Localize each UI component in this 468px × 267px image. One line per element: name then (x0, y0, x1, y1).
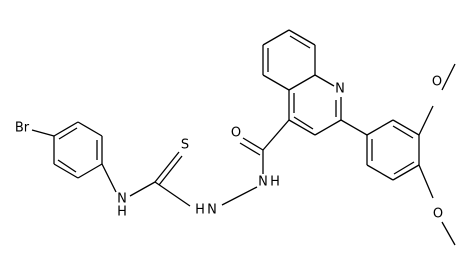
atom-label: Br (15, 121, 30, 136)
atom-label: H (117, 205, 127, 220)
atom-label: N (335, 82, 345, 97)
atom-label: O (231, 126, 241, 141)
atom-label: O (433, 207, 443, 222)
bonds (31, 29, 456, 246)
atom-label: N (258, 175, 268, 190)
atom-label: H (195, 203, 205, 218)
atom-label: O (432, 75, 442, 90)
atom-label: N (117, 192, 127, 207)
atom-label: S (181, 138, 189, 153)
atom-label: N (207, 203, 217, 218)
atom-label: H (270, 175, 280, 190)
